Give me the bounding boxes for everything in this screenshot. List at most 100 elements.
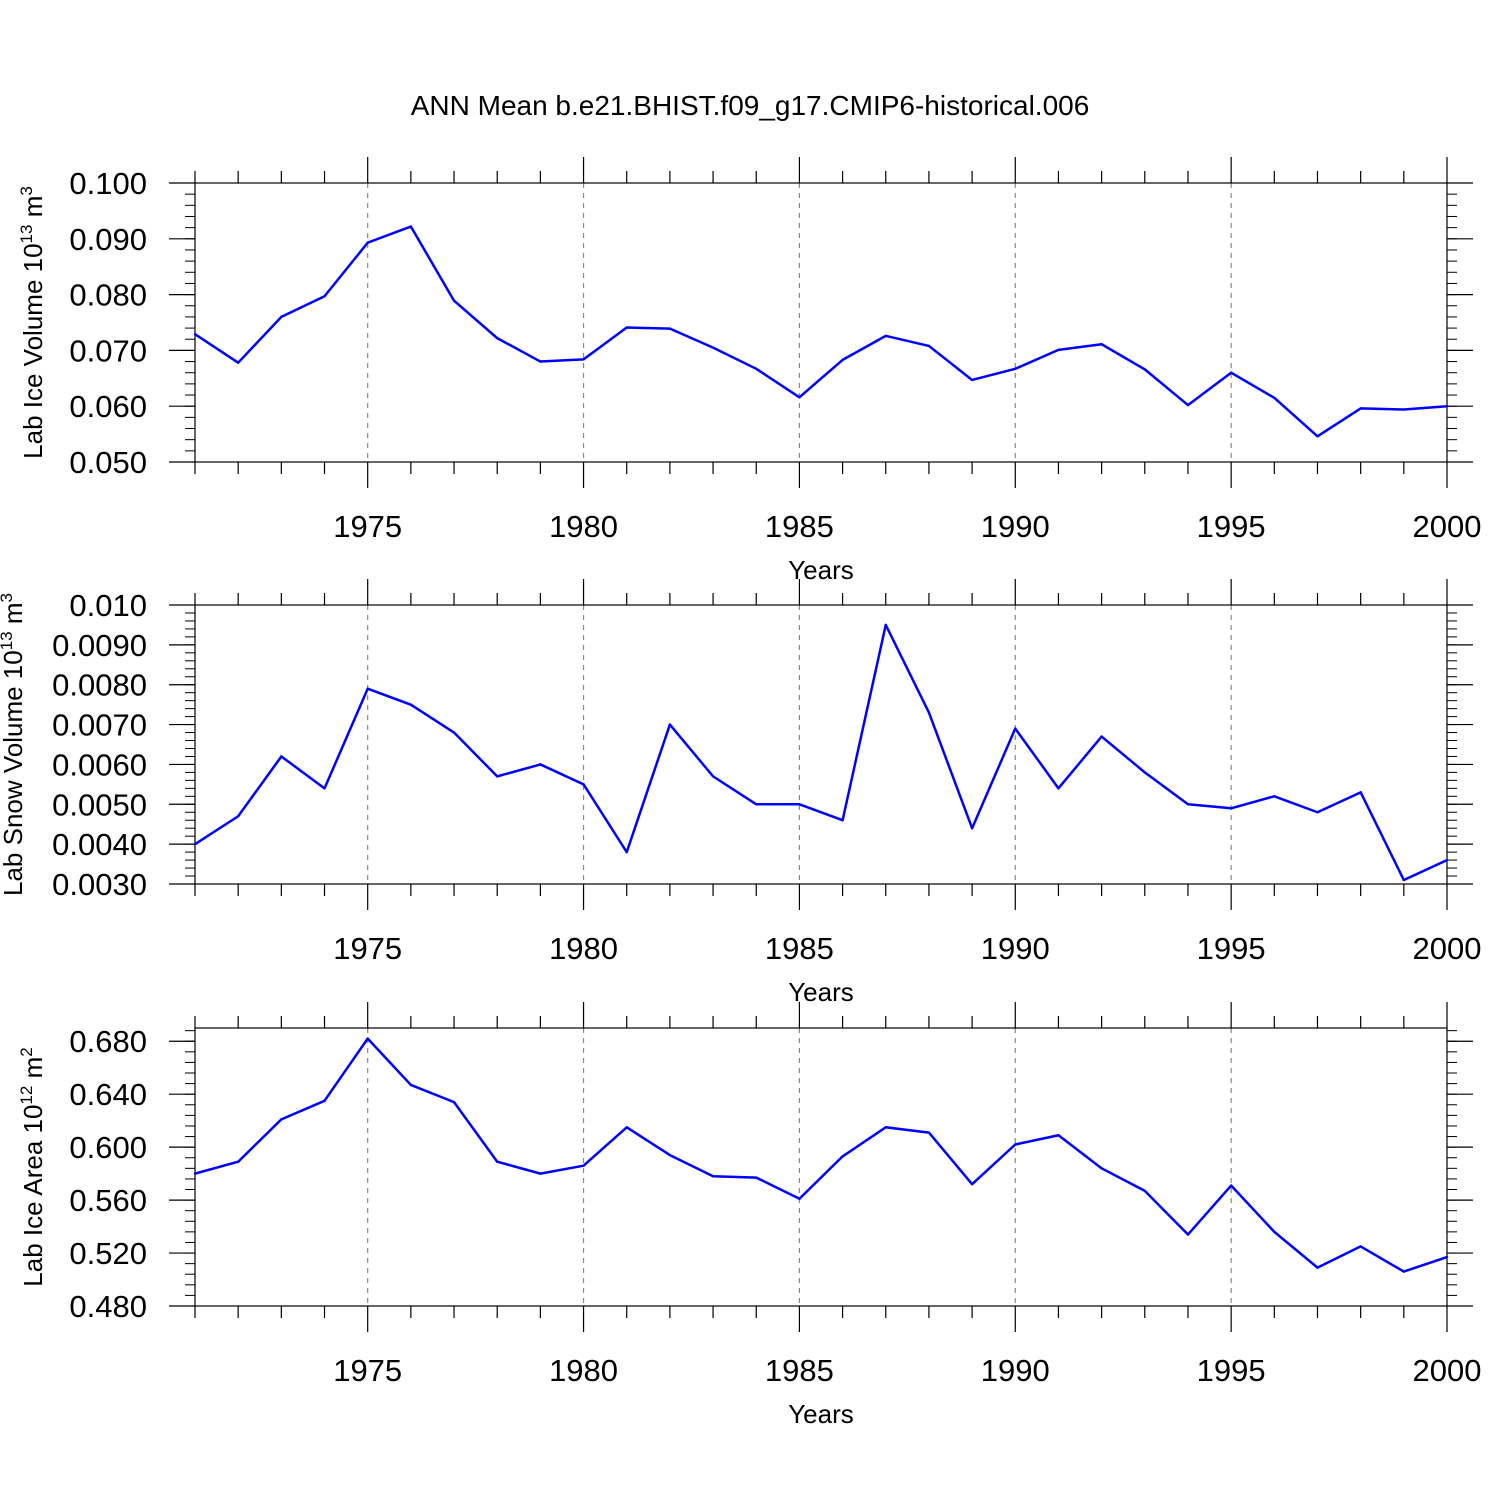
data-point	[1316, 811, 1319, 814]
data-point	[582, 358, 585, 361]
x-axis-title: Years	[788, 977, 854, 1007]
data-point	[1273, 1230, 1276, 1234]
data-point	[884, 623, 887, 627]
data-point	[841, 1155, 844, 1158]
data-point	[582, 1164, 585, 1167]
data-point	[711, 346, 715, 349]
data-point	[970, 827, 974, 830]
x-tick-label: 1990	[981, 1353, 1050, 1388]
data-point	[452, 1100, 456, 1104]
y-tick-label: 0.080	[69, 278, 147, 313]
chart-panel-1: 0.050 0.060 0.070 0.080 0.090 0.100 1975 1980 19…	[17, 157, 1481, 585]
data-point	[1186, 803, 1190, 806]
x-tick-label: 1985	[765, 931, 834, 966]
data-point	[539, 763, 542, 766]
data-point	[366, 241, 369, 244]
plot-frame	[194, 604, 1448, 885]
data-point	[496, 1160, 499, 1163]
data-point	[409, 225, 413, 228]
data-point	[884, 1126, 887, 1129]
y-axis-title-superscript: 13	[17, 225, 36, 244]
data-point	[1143, 1189, 1146, 1193]
y-axis-title-superscript: 3	[17, 186, 36, 195]
data-point	[798, 396, 801, 399]
data-point	[1445, 858, 1449, 862]
data-point	[193, 333, 197, 336]
data-point	[1273, 795, 1276, 798]
y-tick-label: 0.090	[69, 222, 147, 257]
y-tick-label: 0.600	[69, 1130, 147, 1165]
x-tick-label: 1980	[549, 1353, 618, 1388]
y-axis-title: Lab Ice Volume 1013 m3	[17, 186, 48, 459]
data-point	[409, 1083, 413, 1087]
data-point	[755, 367, 758, 371]
x-tick-label: 1995	[1197, 931, 1266, 966]
data-point	[1316, 1266, 1319, 1269]
data-point	[841, 358, 844, 362]
chart-panel-2: 0.0030 0.0040 0.0050 0.0060 0.0070 0.0080 0.00…	[0, 579, 1481, 1007]
chart-panel-3: 0.480 0.520 0.560 0.600 0.640 0.680 1975 1980 19…	[17, 1002, 1481, 1429]
y-tick-label: 0.0090	[52, 628, 147, 663]
data-point	[280, 755, 283, 758]
data-point	[625, 1126, 628, 1129]
x-tick-label: 1985	[765, 1353, 834, 1388]
data-point	[1445, 1255, 1449, 1259]
data-point	[1402, 408, 1406, 411]
y-tick-label: 0.520	[69, 1236, 147, 1271]
y-axis-title: Lab Snow Volume 1013 m3	[0, 593, 28, 896]
data-point	[366, 687, 369, 690]
x-tick-label: 1980	[549, 509, 618, 544]
x-tick-label: 1975	[333, 509, 402, 544]
data-point	[1057, 787, 1060, 790]
data-point	[625, 850, 628, 854]
y-axis-title-text: m	[18, 196, 48, 225]
plot-frame	[194, 182, 1448, 463]
y-tick-label: 0.480	[69, 1289, 147, 1324]
data-point	[1100, 735, 1103, 738]
y-tick-label: 0.100	[69, 166, 147, 201]
data-point	[193, 842, 197, 846]
data-point	[841, 819, 844, 822]
data-point	[452, 731, 456, 734]
data-point	[970, 1183, 974, 1186]
data-point	[236, 361, 240, 364]
data-point	[1143, 368, 1146, 371]
y-axis-title-superscript: 12	[17, 1086, 36, 1105]
data-point	[1229, 371, 1233, 374]
y-tick-label: 0.050	[69, 445, 147, 480]
y-tick-label: 0.0050	[52, 787, 147, 822]
data-point	[366, 1037, 369, 1040]
y-axis-title-superscript: 3	[0, 593, 16, 602]
y-axis-title: Lab Ice Area 1012 m2	[17, 1047, 48, 1286]
y-tick-label: 0.010	[69, 588, 147, 623]
data-point	[1186, 403, 1190, 407]
y-axis-title-text: m	[18, 1057, 48, 1086]
data-point	[496, 336, 499, 340]
x-tick-label: 1990	[981, 931, 1050, 966]
data-point	[755, 803, 758, 806]
data-point	[798, 1197, 801, 1200]
data-point	[668, 1153, 672, 1157]
data-point	[1014, 727, 1017, 730]
data-point	[1359, 407, 1362, 410]
y-tick-label: 0.680	[69, 1024, 147, 1059]
data-point	[668, 327, 672, 330]
data-point	[927, 344, 931, 348]
data-point	[711, 775, 715, 778]
data-point	[539, 360, 542, 363]
y-tick-label: 0.060	[69, 389, 147, 424]
data-point	[1316, 435, 1319, 438]
data-point	[1229, 1184, 1233, 1187]
x-tick-label: 2000	[1413, 1353, 1482, 1388]
data-point	[236, 1160, 240, 1163]
series-line	[194, 225, 1448, 438]
y-axis-title-text: m	[0, 602, 28, 631]
data-point	[1014, 1143, 1017, 1146]
data-point	[582, 783, 585, 786]
y-tick-label: 0.0030	[52, 867, 147, 902]
x-tick-label: 1995	[1197, 1353, 1266, 1388]
data-point	[1100, 1167, 1103, 1170]
data-point	[539, 1172, 542, 1175]
data-point	[1359, 791, 1362, 794]
y-tick-label: 0.0080	[52, 668, 147, 703]
